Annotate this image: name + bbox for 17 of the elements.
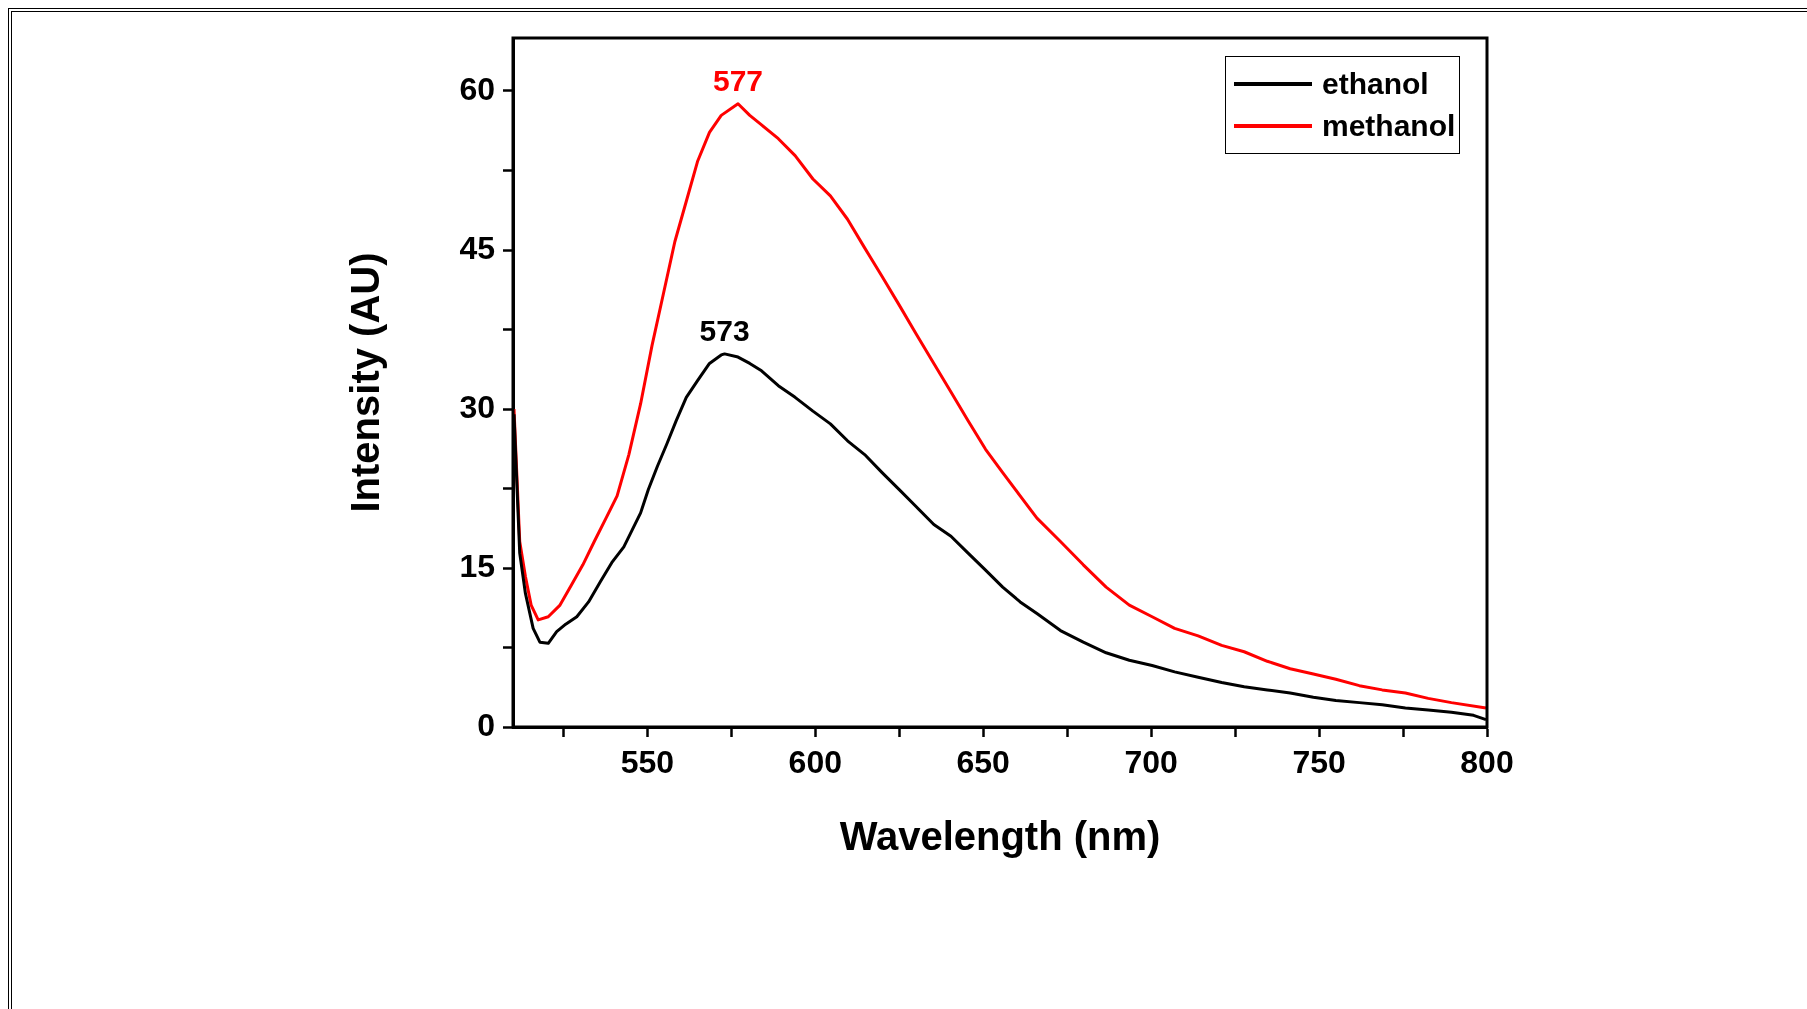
y-tick-label: 30: [459, 388, 495, 425]
x-tick-label: 600: [788, 744, 842, 781]
y-tick-label: 60: [459, 70, 495, 107]
y-axis-title: Intensity (AU): [343, 252, 388, 513]
y-tick-label: 45: [459, 229, 495, 266]
x-tick-label: 650: [956, 744, 1010, 781]
x-axis-title: Wavelength (nm): [839, 814, 1161, 859]
x-tick-label: 750: [1292, 744, 1346, 781]
annotation: 573: [699, 314, 750, 348]
legend-label: ethanol: [1322, 67, 1429, 101]
x-tick-label: 700: [1124, 744, 1178, 781]
legend-label: methanol: [1322, 109, 1456, 143]
y-tick-label: 0: [477, 706, 495, 743]
y-tick-label: 15: [459, 547, 495, 584]
annotation: 577: [713, 63, 764, 97]
x-tick-label: 800: [1460, 744, 1514, 781]
x-tick-label: 550: [620, 744, 675, 781]
